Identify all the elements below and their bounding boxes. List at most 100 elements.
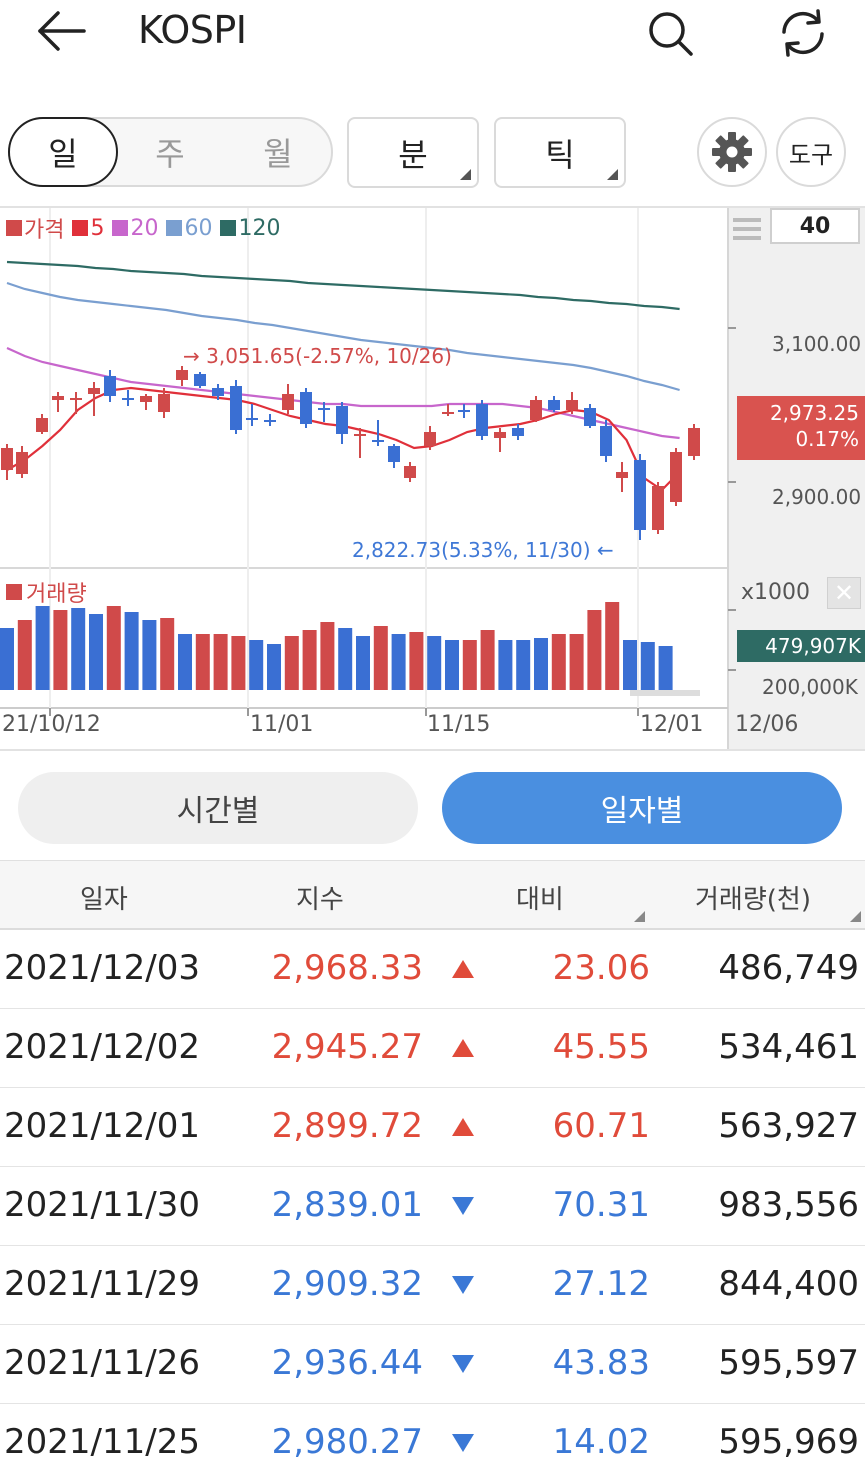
settings-button[interactable] bbox=[697, 117, 767, 187]
candle-body bbox=[16, 452, 28, 474]
table-row[interactable]: 2021/11/26 2,936.44 43.83 595,597 bbox=[0, 1325, 865, 1404]
table-row[interactable]: 2021/12/03 2,968.33 23.06 486,749 bbox=[0, 930, 865, 1009]
gear-icon bbox=[712, 132, 752, 172]
candle-body bbox=[264, 420, 276, 422]
tick-label: 틱 bbox=[545, 135, 575, 174]
volume-bar bbox=[89, 614, 103, 690]
zoom-count-box[interactable]: 40 bbox=[770, 208, 860, 244]
scroll-handle bbox=[630, 690, 700, 696]
volume-bar bbox=[302, 630, 317, 690]
volume-bar bbox=[551, 634, 566, 690]
candle-body bbox=[122, 398, 134, 400]
volume-bar bbox=[142, 620, 157, 690]
volume-bar bbox=[35, 606, 50, 690]
price-axis-label: 3,100.00 bbox=[772, 332, 862, 356]
table-row[interactable]: 2021/11/30 2,839.01 70.31 983,556 bbox=[0, 1167, 865, 1246]
row-change: 70.31 bbox=[552, 1185, 650, 1225]
row-volume: 595,597 bbox=[718, 1343, 859, 1383]
tick-dropdown[interactable]: 틱 bbox=[494, 117, 626, 188]
current-volume-badge: 479,907K bbox=[737, 630, 865, 662]
legend-swatch bbox=[166, 220, 183, 236]
row-index: 2,945.27 bbox=[271, 1027, 423, 1067]
volume-bar bbox=[284, 636, 299, 690]
candle-body bbox=[404, 466, 416, 478]
header-volume[interactable]: 거래량(천) bbox=[695, 885, 811, 915]
header-change[interactable]: 대비 bbox=[516, 885, 564, 915]
row-change: 14.02 bbox=[552, 1422, 650, 1462]
date-axis-label: 21/10/12 bbox=[2, 712, 101, 737]
row-date: 2021/11/25 bbox=[4, 1422, 200, 1462]
legend-swatch bbox=[220, 220, 237, 236]
volume-bar bbox=[462, 640, 477, 690]
refresh-icon[interactable] bbox=[776, 8, 830, 58]
candle-body bbox=[424, 432, 436, 446]
current-price-badge: 2,973.25 0.17% bbox=[737, 396, 865, 460]
date-axis-label: 12/06 bbox=[735, 712, 799, 737]
period-day-button[interactable]: 일 bbox=[8, 117, 118, 187]
table-row[interactable]: 2021/12/02 2,945.27 45.55 534,461 bbox=[0, 1009, 865, 1088]
candle-body bbox=[548, 400, 560, 410]
row-volume: 983,556 bbox=[718, 1185, 859, 1225]
triangle-down-icon bbox=[452, 1434, 474, 1452]
candle-body bbox=[512, 428, 524, 436]
volume-bar bbox=[534, 638, 548, 690]
volume-bar bbox=[320, 622, 335, 690]
volume-bar bbox=[587, 610, 602, 690]
volume-bar bbox=[605, 602, 620, 690]
ma60-line bbox=[6, 281, 680, 392]
volume-bar bbox=[106, 606, 121, 690]
candle-body bbox=[282, 394, 294, 410]
candle-body bbox=[476, 404, 488, 436]
search-icon[interactable] bbox=[645, 8, 695, 58]
volume-bar bbox=[569, 634, 584, 690]
row-change: 60.71 bbox=[552, 1106, 650, 1146]
chart-legend: 가격 5 20 60 120 bbox=[6, 212, 284, 244]
legend-swatch bbox=[112, 220, 129, 236]
candlestick-chart[interactable] bbox=[0, 0, 865, 751]
close-volume-button[interactable]: ✕ bbox=[827, 577, 861, 609]
tab-hourly[interactable]: 시간별 bbox=[18, 772, 418, 844]
volume-bar bbox=[373, 626, 388, 690]
tools-button[interactable]: 도구 bbox=[776, 117, 846, 187]
header-index[interactable]: 지수 bbox=[296, 885, 344, 915]
current-price: 2,973.25 bbox=[769, 401, 859, 425]
candle-body bbox=[600, 426, 612, 456]
table-header: 일자 지수 대비 거래량(천) bbox=[0, 860, 865, 930]
candle-body bbox=[634, 460, 646, 530]
row-date: 2021/11/26 bbox=[4, 1343, 200, 1383]
volume-bar bbox=[249, 640, 264, 690]
period-week-button[interactable]: 주 bbox=[155, 135, 185, 173]
dropdown-corner-icon bbox=[607, 169, 618, 180]
table-row[interactable]: 2021/11/29 2,909.32 27.12 844,400 bbox=[0, 1246, 865, 1325]
candle-body bbox=[140, 396, 152, 402]
candle-body bbox=[584, 408, 596, 426]
candle-body bbox=[616, 472, 628, 478]
legend-ma20: 20 bbox=[112, 216, 158, 241]
table-row[interactable]: 2021/12/01 2,899.72 60.71 563,927 bbox=[0, 1088, 865, 1167]
volume-bar bbox=[623, 640, 637, 690]
row-change: 23.06 bbox=[552, 948, 650, 988]
minute-dropdown[interactable]: 분 bbox=[347, 117, 479, 188]
volume-bar bbox=[338, 628, 353, 690]
row-change: 27.12 bbox=[552, 1264, 650, 1304]
row-date: 2021/11/29 bbox=[4, 1264, 200, 1304]
volume-bar bbox=[124, 612, 139, 690]
axis-panel bbox=[728, 208, 865, 749]
row-volume: 844,400 bbox=[718, 1264, 859, 1304]
chart-menu-icon[interactable] bbox=[733, 218, 761, 240]
dropdown-corner-icon bbox=[460, 169, 471, 180]
candle-body bbox=[300, 392, 312, 424]
back-arrow-icon[interactable] bbox=[30, 6, 90, 56]
row-change: 43.83 bbox=[552, 1343, 650, 1383]
volume-bar bbox=[409, 632, 424, 690]
candle-body bbox=[372, 440, 384, 442]
period-month-button[interactable]: 월 bbox=[263, 135, 293, 173]
volume-bar bbox=[53, 610, 68, 690]
high-annotation: → 3,051.65(-2.57%, 10/26) bbox=[183, 344, 452, 368]
tab-daily[interactable]: 일자별 bbox=[442, 772, 842, 844]
row-index: 2,936.44 bbox=[271, 1343, 423, 1383]
header-date[interactable]: 일자 bbox=[80, 885, 128, 915]
table-row[interactable]: 2021/11/25 2,980.27 14.02 595,969 bbox=[0, 1404, 865, 1470]
candle-body bbox=[652, 486, 664, 530]
